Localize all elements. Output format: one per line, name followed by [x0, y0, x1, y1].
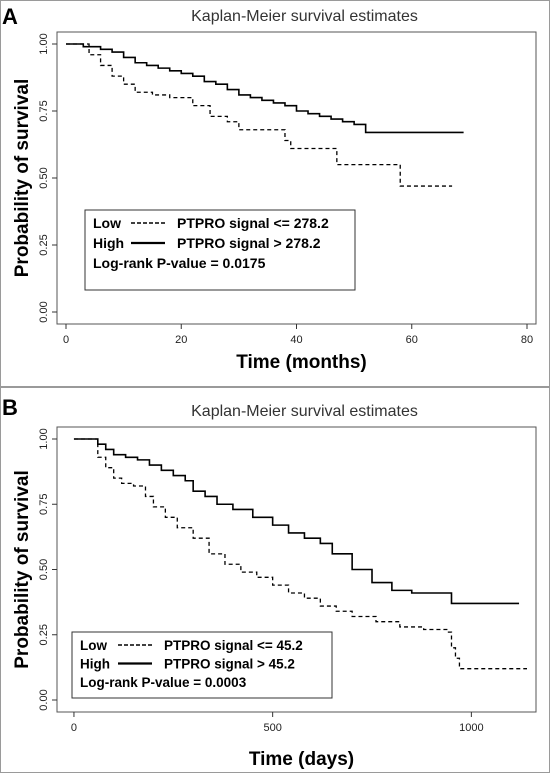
panel-b: B Kaplan-Meier survival estimates 0.00 0.25… [0, 387, 550, 774]
y-tick-label: 0.75 [38, 100, 50, 121]
x-axis-label: Time (days) [249, 749, 354, 770]
km-chart-a: A Kaplan-Meier survival estimates 0.00 0.25… [0, 0, 550, 387]
x-tick-label: 0 [63, 334, 69, 346]
km-curve-high [73, 438, 520, 605]
x-tick-label: 40 [290, 334, 302, 346]
y-tick-label: 0.25 [38, 624, 50, 645]
x-tick-label: 0 [71, 722, 77, 734]
legend-note: Log-rank P-value = 0.0175 [93, 255, 266, 271]
x-tick-label: 20 [175, 334, 187, 346]
panel-letter: A [2, 4, 18, 29]
y-tick-label: 0.75 [38, 494, 50, 515]
x-tick-label: 60 [406, 334, 418, 346]
legend-label-high: PTPRO signal > 45.2 [164, 657, 295, 672]
km-chart-b: B Kaplan-Meier survival estimates 0.00 0.25… [0, 387, 550, 773]
legend-note: Log-rank P-value = 0.0003 [80, 675, 247, 690]
y-tick-label: 0.00 [38, 301, 50, 322]
y-tick-label: 0.50 [38, 559, 50, 580]
y-tick-label: 0.50 [38, 167, 50, 188]
chart-title: Kaplan-Meier survival estimates [191, 8, 418, 25]
km-curve-low [73, 438, 527, 670]
legend-group-low: Low [80, 638, 107, 653]
y-axis-label: Probability of survival [12, 79, 33, 278]
y-tick-label: 0.25 [38, 234, 50, 255]
panel-letter: B [2, 395, 18, 420]
km-curve-high [66, 43, 464, 134]
legend-group-high: High [93, 235, 124, 251]
x-tick-label: 1000 [459, 722, 483, 734]
x-tick-label: 80 [521, 334, 533, 346]
legend-label-low: PTPRO signal <= 278.2 [177, 215, 329, 231]
y-tick-label: 1.00 [38, 33, 50, 54]
legend-label-high: PTPRO signal > 278.2 [177, 235, 321, 251]
y-tick-label: 1.00 [38, 428, 50, 449]
panel-a: A Kaplan-Meier survival estimates 0.00 0.25… [0, 0, 550, 387]
legend-label-low: PTPRO signal <= 45.2 [164, 638, 303, 653]
y-axis-label: Probability of survival [12, 470, 33, 669]
legend-group-low: Low [93, 215, 121, 231]
x-tick-label: 500 [263, 722, 281, 734]
km-curve-low [66, 43, 453, 187]
chart-title: Kaplan-Meier survival estimates [191, 403, 418, 420]
legend-box [71, 631, 333, 699]
y-tick-label: 0.00 [38, 689, 50, 710]
x-axis-label: Time (months) [236, 352, 367, 373]
legend-box [84, 209, 356, 291]
legend-group-high: High [80, 657, 110, 672]
